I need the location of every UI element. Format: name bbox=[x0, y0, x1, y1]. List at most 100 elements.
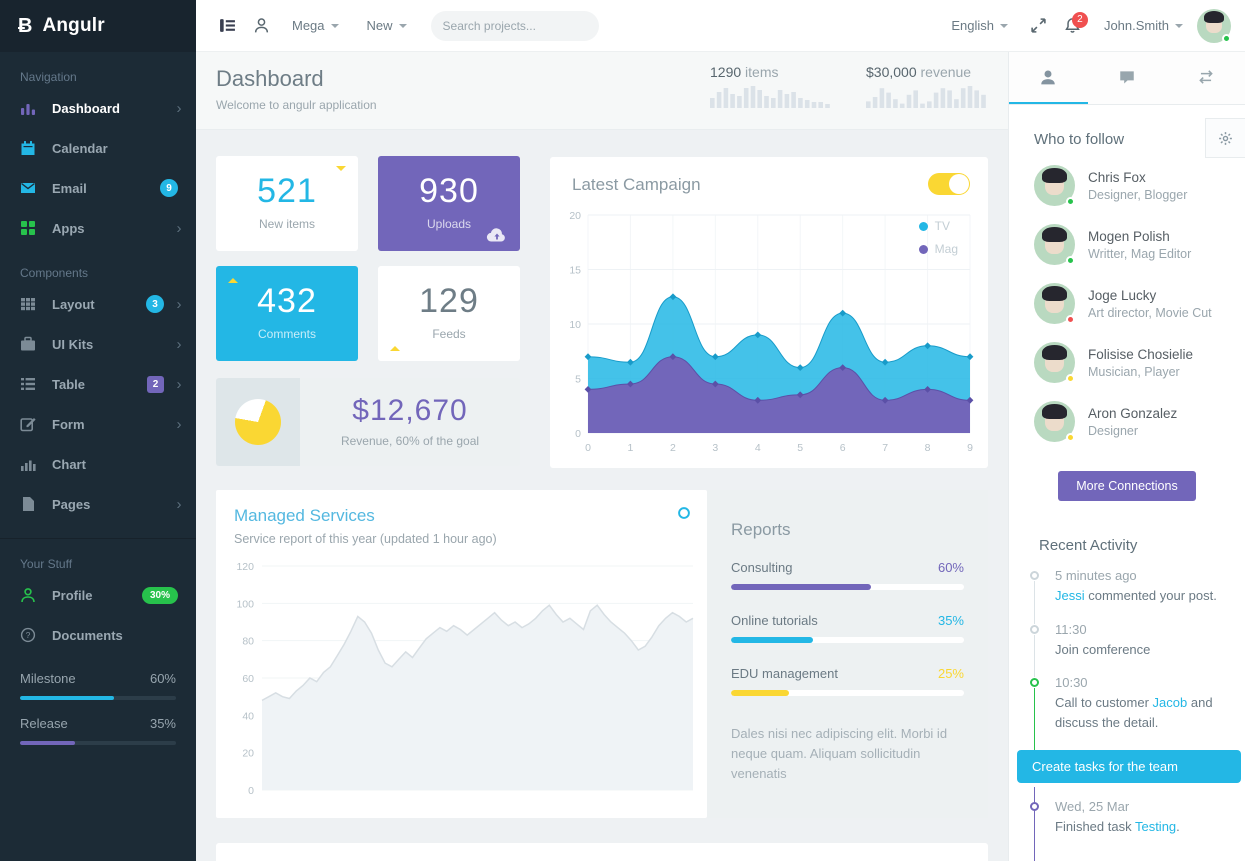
caret-down-icon bbox=[336, 166, 346, 171]
svg-text:80: 80 bbox=[242, 636, 254, 648]
managed-services-title: Managed Services bbox=[234, 506, 375, 525]
svg-text:0: 0 bbox=[585, 442, 591, 454]
user-menu[interactable]: John.Smith bbox=[1090, 0, 1197, 52]
person-outline-icon bbox=[20, 587, 36, 603]
milestone-progress: Milestone 60% bbox=[0, 655, 196, 700]
activity-link[interactable]: Jessi bbox=[1055, 588, 1085, 603]
activity-link[interactable]: Jacob bbox=[1152, 695, 1188, 710]
sidebar-item-dashboard[interactable]: Dashboard › bbox=[0, 88, 196, 128]
feeds-card[interactable]: 129 Feeds bbox=[378, 266, 520, 361]
person-row[interactable]: Mogen Polish Writter, Mag Editor bbox=[1009, 215, 1245, 274]
caret-down-icon bbox=[398, 23, 407, 28]
brand[interactable]: Ƀ Angulr bbox=[0, 0, 196, 52]
tab-people[interactable] bbox=[1009, 52, 1088, 104]
svg-text:60: 60 bbox=[242, 673, 254, 685]
notifications-button[interactable]: 2 bbox=[1056, 9, 1090, 43]
chevron-right-icon: › bbox=[176, 335, 182, 353]
chevron-right-icon: › bbox=[176, 99, 182, 117]
person-row[interactable]: Aron Gonzalez Designer bbox=[1009, 392, 1245, 451]
timeline-rail bbox=[1034, 634, 1035, 677]
sidebar-item-chart[interactable]: Chart bbox=[0, 444, 196, 484]
new-dropdown[interactable]: New bbox=[353, 0, 421, 52]
toggle-knob bbox=[949, 174, 969, 194]
language-dropdown[interactable]: English bbox=[937, 0, 1022, 52]
sidebar-item-label: Calendar bbox=[52, 140, 108, 156]
sidebar-item-form[interactable]: Form › bbox=[0, 404, 196, 444]
person-avatar bbox=[1034, 401, 1075, 442]
create-tasks-banner[interactable]: Create tasks for the team bbox=[1017, 750, 1241, 783]
uploads-card[interactable]: 930 Uploads bbox=[378, 156, 520, 251]
items-value: 1290 bbox=[710, 64, 742, 80]
fullscreen-button[interactable] bbox=[1022, 9, 1056, 43]
person-icon bbox=[1041, 70, 1056, 85]
table-count-badge: 2 bbox=[147, 375, 164, 393]
person-role: Musician, Player bbox=[1088, 364, 1180, 379]
report-progress-track bbox=[731, 584, 964, 590]
sidebar-item-ui-kits[interactable]: UI Kits › bbox=[0, 324, 196, 364]
sidebar-item-apps[interactable]: Apps › bbox=[0, 208, 196, 248]
mega-label: Mega bbox=[292, 18, 325, 33]
release-progress-bar bbox=[20, 741, 75, 745]
reports-panel: Reports Consulting 60% Online tutorials … bbox=[707, 490, 988, 818]
follow-settings-button[interactable] bbox=[1205, 118, 1245, 158]
timeline-rail bbox=[1034, 787, 1035, 861]
person-row[interactable]: Joge Lucky Art director, Movie Cut bbox=[1009, 274, 1245, 333]
person-row[interactable]: Folisise Chosielie Musician, Player bbox=[1009, 333, 1245, 392]
revenue-goal-card[interactable]: $12,670 Revenue, 60% of the goal bbox=[216, 378, 520, 466]
svg-text:4: 4 bbox=[755, 442, 761, 454]
svg-text:100: 100 bbox=[236, 598, 254, 610]
activity-time: 5 minutes ago bbox=[1055, 568, 1137, 583]
sidebar-item-pages[interactable]: Pages › bbox=[0, 484, 196, 524]
activity-text: . bbox=[1176, 819, 1180, 834]
person-name: Mogen Polish bbox=[1088, 228, 1170, 244]
sidebar-item-layout[interactable]: Layout 3 › bbox=[0, 284, 196, 324]
menu-toggle-button[interactable] bbox=[210, 9, 244, 43]
items-label: items bbox=[745, 64, 779, 80]
new-items-card[interactable]: 521 New items bbox=[216, 156, 358, 251]
milestone-label: Milestone bbox=[20, 671, 76, 686]
search-input[interactable] bbox=[442, 18, 598, 33]
refresh-circle-icon[interactable] bbox=[677, 506, 691, 520]
mega-dropdown[interactable]: Mega bbox=[278, 0, 353, 52]
who-to-follow-title: Who to follow bbox=[1034, 131, 1125, 148]
sidebar-item-documents[interactable]: ? Documents bbox=[0, 615, 196, 655]
avatar-image bbox=[1034, 224, 1075, 265]
sidebar-item-label: Apps bbox=[52, 220, 85, 236]
timeline-rail bbox=[1034, 581, 1035, 624]
nav-section-label: Navigation bbox=[20, 70, 77, 84]
campaign-toggle[interactable] bbox=[928, 173, 970, 195]
activity-link[interactable]: Testing bbox=[1134, 819, 1177, 834]
revenue-goal-value: $12,670 bbox=[352, 394, 468, 427]
status-dot bbox=[1066, 374, 1075, 383]
user-avatar[interactable] bbox=[1197, 8, 1231, 43]
person-role: Designer, Blogger bbox=[1088, 187, 1188, 202]
svg-text:2: 2 bbox=[670, 442, 676, 454]
sidebar-item-label: UI Kits bbox=[52, 336, 94, 352]
calendar-icon bbox=[20, 140, 36, 156]
person-row[interactable]: Chris Fox Designer, Blogger bbox=[1009, 156, 1245, 215]
sidebar-item-calendar[interactable]: Calendar bbox=[0, 128, 196, 168]
revenue-sparkline-chart bbox=[866, 86, 986, 108]
user-icon-button[interactable] bbox=[244, 9, 278, 43]
activity-item: 11:30 Join comference bbox=[1009, 622, 1245, 677]
sidebar-item-profile[interactable]: Profile 30% bbox=[0, 575, 196, 615]
bar-chart-icon bbox=[20, 100, 36, 116]
sidebar-item-table[interactable]: Table 2 › bbox=[0, 364, 196, 404]
sidebar-divider bbox=[0, 538, 196, 539]
comments-card[interactable]: 432 Comments bbox=[216, 266, 358, 361]
sidebar-item-email[interactable]: Email 9 bbox=[0, 168, 196, 208]
svg-text:15: 15 bbox=[569, 265, 581, 277]
uploads-value: 930 bbox=[419, 172, 479, 210]
right-sidebar-tabs bbox=[1009, 52, 1245, 105]
svg-text:40: 40 bbox=[242, 710, 254, 722]
tab-chat[interactable] bbox=[1088, 52, 1167, 104]
right-sidebar: Who to follow Chris Fox Designer, Blogger… bbox=[1008, 52, 1245, 861]
avatar-image bbox=[1034, 283, 1075, 324]
release-progress-track bbox=[20, 741, 176, 745]
more-connections-button[interactable]: More Connections bbox=[1058, 471, 1196, 501]
chevron-right-icon: › bbox=[176, 219, 182, 237]
reports-title: Reports bbox=[731, 520, 791, 539]
timeline-ring bbox=[1030, 802, 1039, 811]
tab-connections[interactable] bbox=[1166, 52, 1245, 104]
activity-item: Wed, 25 Mar Finished task Testing. bbox=[1009, 787, 1245, 861]
